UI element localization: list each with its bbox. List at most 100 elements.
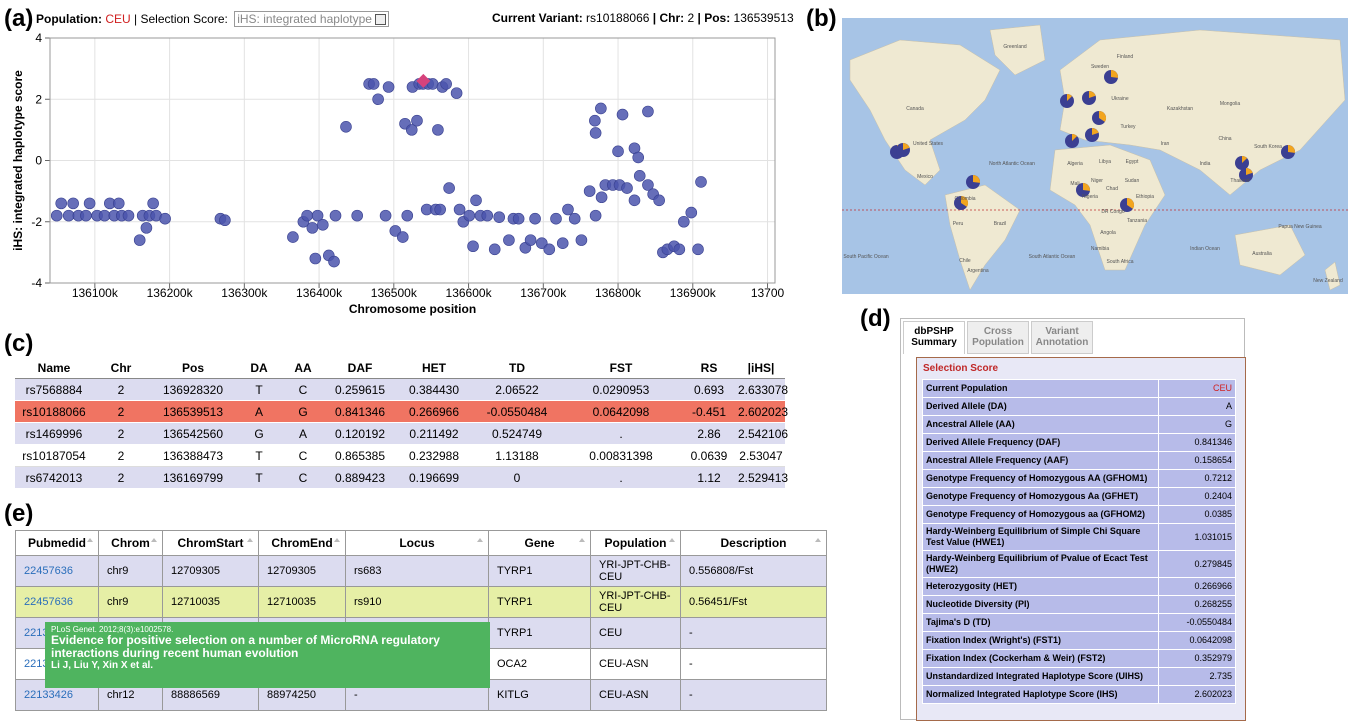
table-row[interactable]: rs10187054 2 136388473 T C 0.865385 0.232988 1.… xyxy=(15,444,785,467)
point xyxy=(372,93,384,106)
score-value: 1.031015 xyxy=(1158,523,1236,551)
cell: 2 xyxy=(93,444,149,467)
cell: . xyxy=(561,466,681,489)
column-header[interactable]: Chrom xyxy=(98,530,163,556)
pubmed-link[interactable]: 22457636 xyxy=(15,586,99,618)
column-header[interactable]: Description xyxy=(680,530,827,556)
map-label: Iran xyxy=(1161,141,1170,147)
column-header[interactable]: Population xyxy=(590,530,681,556)
point xyxy=(62,209,75,222)
column-header[interactable]: Gene xyxy=(488,530,591,556)
cell: TYRP1 xyxy=(488,586,591,618)
map-label: Chad xyxy=(1106,186,1118,192)
score-label: Genotype Frequency of Homozygous AA (GFH… xyxy=(922,469,1159,488)
pie xyxy=(1065,134,1079,148)
point xyxy=(673,243,686,256)
cell: 0.00831398 xyxy=(561,444,681,467)
summary-panel: dbPSHP Summary Cross Population Variant An… xyxy=(900,318,1246,721)
pie xyxy=(1235,156,1249,170)
table-row[interactable]: rs1469996 2 136542560 G A 0.120192 0.211492 0.5… xyxy=(15,422,788,445)
cell: 2 xyxy=(93,378,149,401)
point xyxy=(133,234,146,246)
label: Population: xyxy=(36,12,102,26)
point xyxy=(583,185,596,197)
map-label: Peru xyxy=(953,221,964,227)
x-tick-label: 13700 xyxy=(751,286,785,300)
cell: YRI-JPT-CHB-CEU xyxy=(590,555,681,587)
pie xyxy=(1239,168,1253,182)
map-label: Colombia xyxy=(954,196,975,202)
pie-slice xyxy=(1288,145,1295,153)
point xyxy=(589,127,602,139)
point xyxy=(524,234,537,246)
tab[interactable]: Variant Annotation xyxy=(1031,321,1093,354)
score-value: 0.7212 xyxy=(1158,469,1236,488)
point xyxy=(575,234,588,246)
score-label: Hardy-Weinberg Equilibrium of Simple Chi… xyxy=(922,523,1159,551)
map-label: Chile xyxy=(959,258,971,264)
score-value: 0.158654 xyxy=(1158,451,1236,470)
score-value: A xyxy=(1158,397,1236,416)
cell: OCA2 xyxy=(488,648,591,680)
x-tick-label: 136900k xyxy=(670,286,717,300)
cell: 136388473 xyxy=(149,444,237,467)
column-header: Pos xyxy=(149,358,237,379)
cell: A xyxy=(237,400,281,423)
cell: 2 xyxy=(93,466,149,489)
point xyxy=(536,237,548,249)
point xyxy=(379,209,392,222)
pie xyxy=(1060,94,1074,108)
tab[interactable]: Cross Population xyxy=(967,321,1029,354)
pie xyxy=(1076,183,1090,197)
cell: - xyxy=(680,617,827,649)
cell: 0.0290953 xyxy=(561,378,681,401)
table-row[interactable]: rs7568884 2 136928320 T C 0.259615 0.384430 2.0… xyxy=(15,378,788,401)
cell: 0.211492 xyxy=(395,422,473,445)
population[interactable]: CEU xyxy=(105,12,131,26)
score-row: Genotype Frequency of Homozygous Aa (GFH… xyxy=(922,487,1236,506)
column-header[interactable]: Locus xyxy=(345,530,489,556)
point xyxy=(411,114,423,127)
score-row: Tajima's D (TD) -0.0550484 xyxy=(922,613,1236,632)
score-value: 0.266966 xyxy=(1158,577,1236,596)
score-label: Derived Allele (DA) xyxy=(922,397,1159,416)
score-row: Heterozygosity (HET) 0.266966 xyxy=(922,577,1236,596)
cell: 0.524749 xyxy=(473,422,561,445)
cell: 0.0642098 xyxy=(561,400,681,423)
score-select[interactable]: iHS: integrated haplotype xyxy=(234,11,389,27)
cell: rs6742013 xyxy=(15,466,93,489)
table-row[interactable]: rs6742013 2 136169799 T C 0.889423 0.196699 0. 1… xyxy=(15,466,788,489)
table-row[interactable]: rs10188066 2 136539513 A G 0.841346 0.266966 -0… xyxy=(15,400,788,423)
point xyxy=(309,252,322,265)
cell: A xyxy=(281,422,325,445)
score-value: G xyxy=(1158,415,1236,434)
score-value: 0.352979 xyxy=(1158,649,1236,668)
column-header[interactable]: ChromStart xyxy=(162,530,259,556)
score-row: Genotype Frequency of Homozygous aa (GFH… xyxy=(922,505,1236,524)
cell: 0.556808/Fst xyxy=(680,555,827,587)
cell: 2.602023 xyxy=(737,400,788,423)
pubmed-link[interactable]: 22457636 xyxy=(15,555,99,587)
citation-tooltip: PLoS Genet. 2012;8(3):e1002578. Evidence… xyxy=(45,622,490,688)
pie-slice xyxy=(1246,168,1253,175)
map-label: Mexico xyxy=(917,174,933,180)
y-tick-label: 4 xyxy=(35,31,42,45)
cell: rs10188066 xyxy=(15,400,93,423)
map-label: Algeria xyxy=(1067,161,1083,167)
tab[interactable]: dbPSHP Summary xyxy=(903,321,965,354)
point xyxy=(488,243,501,256)
point xyxy=(589,209,602,222)
pie xyxy=(896,143,910,157)
column-header[interactable]: ChromEnd xyxy=(258,530,346,556)
panel-label: (d) xyxy=(860,305,891,332)
pie-slice xyxy=(1111,70,1118,78)
map-label: New Zealand xyxy=(1313,278,1343,284)
pie-slice xyxy=(1067,94,1073,101)
column-header: RS xyxy=(681,358,737,379)
column-header[interactable]: Pubmedid xyxy=(15,530,99,556)
map-label: Argentina xyxy=(967,268,989,274)
cell: KITLG xyxy=(488,679,591,711)
map-label: Australia xyxy=(1252,251,1272,257)
cell: - xyxy=(680,648,827,680)
map-label: Nigeria xyxy=(1082,194,1098,200)
